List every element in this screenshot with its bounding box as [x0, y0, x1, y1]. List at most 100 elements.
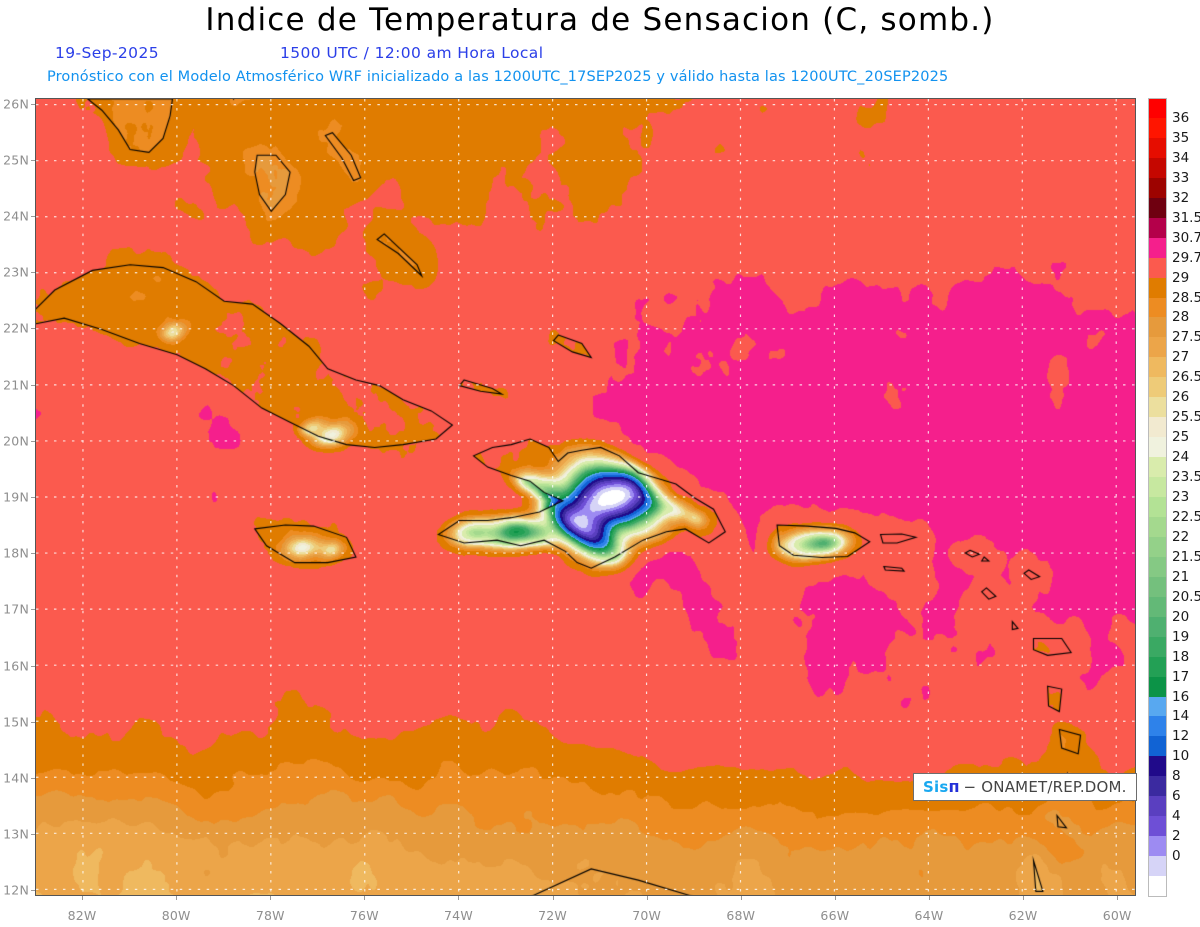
y-axis-tick-label: 12N	[3, 882, 29, 898]
x-axis-tick-mark	[1023, 896, 1025, 900]
forecast-date: 19-Sep-2025	[55, 44, 159, 62]
colorbar-tick-label: 34	[1172, 149, 1190, 166]
colorbar-segment	[1148, 876, 1167, 897]
page-title: Indice de Temperatura de Sensacion (C, s…	[205, 2, 995, 38]
colorbar-segment	[1148, 98, 1167, 119]
y-axis-tick-mark	[31, 834, 35, 836]
x-axis-tick-mark	[270, 896, 272, 900]
x-axis-tick-label: 72W	[538, 908, 567, 923]
x-axis-tick-mark	[834, 896, 836, 900]
colorbar-tick-label: 35	[1172, 129, 1190, 146]
x-axis-tick-label: 70W	[632, 908, 662, 923]
colorbar-tick-label: 12	[1172, 728, 1190, 745]
colorbar-tick-label: 22.5	[1172, 508, 1200, 525]
colorbar-segment	[1148, 477, 1167, 498]
colorbar-tick-label: 2	[1172, 828, 1181, 845]
y-axis-tick-label: 20N	[3, 433, 29, 449]
colorbar-segment	[1148, 576, 1167, 598]
colorbar-segment	[1148, 676, 1167, 698]
colorbar-segment	[1148, 357, 1167, 378]
y-axis-tick-label: 16N	[3, 658, 29, 674]
colorbar-tick-label: 8	[1172, 768, 1181, 785]
y-axis-tick-label: 24N	[3, 208, 29, 224]
y-axis-tick-mark	[31, 159, 35, 161]
x-axis-tick-label: 60W	[1102, 908, 1132, 923]
x-axis: 82W 80W 78W 76W 74W 72W 70W 68W 66W 64W 62W 60W	[35, 896, 1136, 927]
x-axis-tick-label: 68W	[726, 908, 756, 923]
x-axis-tick-label: 76W	[349, 908, 379, 923]
y-axis-tick-label: 22N	[3, 320, 29, 336]
colorbar-segment	[1148, 856, 1167, 877]
colorbar-gradient	[1148, 98, 1167, 897]
colorbar-segment	[1148, 237, 1167, 259]
colorbar-segment	[1148, 377, 1167, 398]
colorbar-segment	[1148, 596, 1167, 618]
y-axis-tick-label: 14N	[3, 770, 29, 786]
x-axis-tick-mark	[740, 896, 742, 900]
colorbar-segment	[1148, 497, 1167, 518]
colorbar-tick-label: 6	[1172, 788, 1181, 805]
colorbar-segment	[1148, 457, 1167, 478]
colorbar: 36 35 34 33 32 31.5 30.7 29.7 29 28.5 28 27.5 27 26.5…	[1148, 98, 1200, 898]
y-axis-tick-label: 19N	[3, 489, 29, 505]
y-axis-tick-label: 15N	[3, 714, 29, 730]
colorbar-tick-label: 17	[1172, 668, 1190, 685]
colorbar-segment	[1148, 257, 1167, 279]
colorbar-tick-label: 20	[1172, 608, 1190, 625]
logo-pi-icon: ᴨ	[948, 777, 960, 796]
colorbar-segment	[1148, 696, 1167, 718]
x-axis-tick-label: 80W	[161, 908, 191, 923]
x-axis-tick-mark	[458, 896, 460, 900]
y-axis-tick-label: 17N	[3, 601, 29, 617]
colorbar-tick-label: 25	[1172, 429, 1190, 446]
colorbar-tick-label: 36	[1172, 109, 1190, 126]
colorbar-tick-label: 23	[1172, 489, 1190, 505]
y-axis-tick-mark	[31, 384, 35, 386]
y-axis-tick-label: 25N	[3, 152, 29, 168]
colorbar-segment	[1148, 137, 1167, 159]
colorbar-segment	[1148, 397, 1167, 418]
colorbar-tick-label: 21.5	[1172, 548, 1200, 565]
logo-agency-text: − ONAMET/REP.DOM.	[963, 778, 1127, 796]
y-axis-tick-label: 18N	[3, 545, 29, 561]
x-axis-tick-mark	[176, 896, 178, 900]
y-axis: 26N 25N 24N 23N 22N 21N 20N 19N 18N 17N 16N 15N 14N 1…	[0, 96, 35, 898]
colorbar-segment	[1148, 636, 1167, 658]
x-axis-tick-label: 62W	[1008, 908, 1038, 923]
colorbar-tick-label: 29.7	[1172, 249, 1200, 266]
y-axis-tick-mark	[31, 328, 35, 330]
colorbar-segment	[1148, 536, 1167, 558]
colorbar-tick-label: 21	[1172, 568, 1190, 585]
title-block: Indice de Temperatura de Sensacion (C, s…	[0, 0, 1200, 95]
y-axis-tick-label: 23N	[3, 264, 29, 280]
colorbar-segment	[1148, 417, 1167, 438]
y-axis-tick-mark	[31, 665, 35, 667]
colorbar-segment	[1148, 756, 1167, 777]
y-axis-tick-mark	[31, 497, 35, 498]
y-axis-tick-mark	[31, 103, 35, 105]
x-axis-tick-label: 74W	[444, 908, 473, 923]
x-axis-tick-label: 64W	[914, 908, 944, 923]
colorbar-segment	[1148, 337, 1167, 358]
y-axis-tick-mark	[31, 777, 35, 779]
colorbar-segment	[1148, 836, 1167, 857]
forecast-valid-time: 1500 UTC / 12:00 am Hora Local	[280, 44, 544, 62]
colorbar-segment	[1148, 177, 1167, 199]
colorbar-tick-label: 25.5	[1172, 409, 1200, 426]
colorbar-segment	[1148, 317, 1167, 338]
x-axis-tick-mark	[1117, 896, 1119, 900]
x-axis-tick-label: 78W	[255, 908, 285, 923]
colorbar-tick-label: 29	[1172, 269, 1190, 286]
colorbar-segment	[1148, 157, 1167, 179]
colorbar-segment	[1148, 197, 1167, 219]
colorbar-tick-label: 31.5	[1172, 209, 1200, 226]
colorbar-tick-label: 0	[1172, 848, 1181, 865]
colorbar-tick-label: 28	[1172, 309, 1190, 326]
y-axis-tick-mark	[31, 440, 35, 442]
colorbar-tick-label: 30.7	[1172, 229, 1200, 246]
colorbar-segment	[1148, 437, 1167, 458]
colorbar-segment	[1148, 516, 1167, 538]
colorbar-segment	[1148, 217, 1167, 239]
colorbar-tick-label: 18	[1172, 648, 1190, 665]
y-axis-tick-mark	[31, 553, 35, 555]
